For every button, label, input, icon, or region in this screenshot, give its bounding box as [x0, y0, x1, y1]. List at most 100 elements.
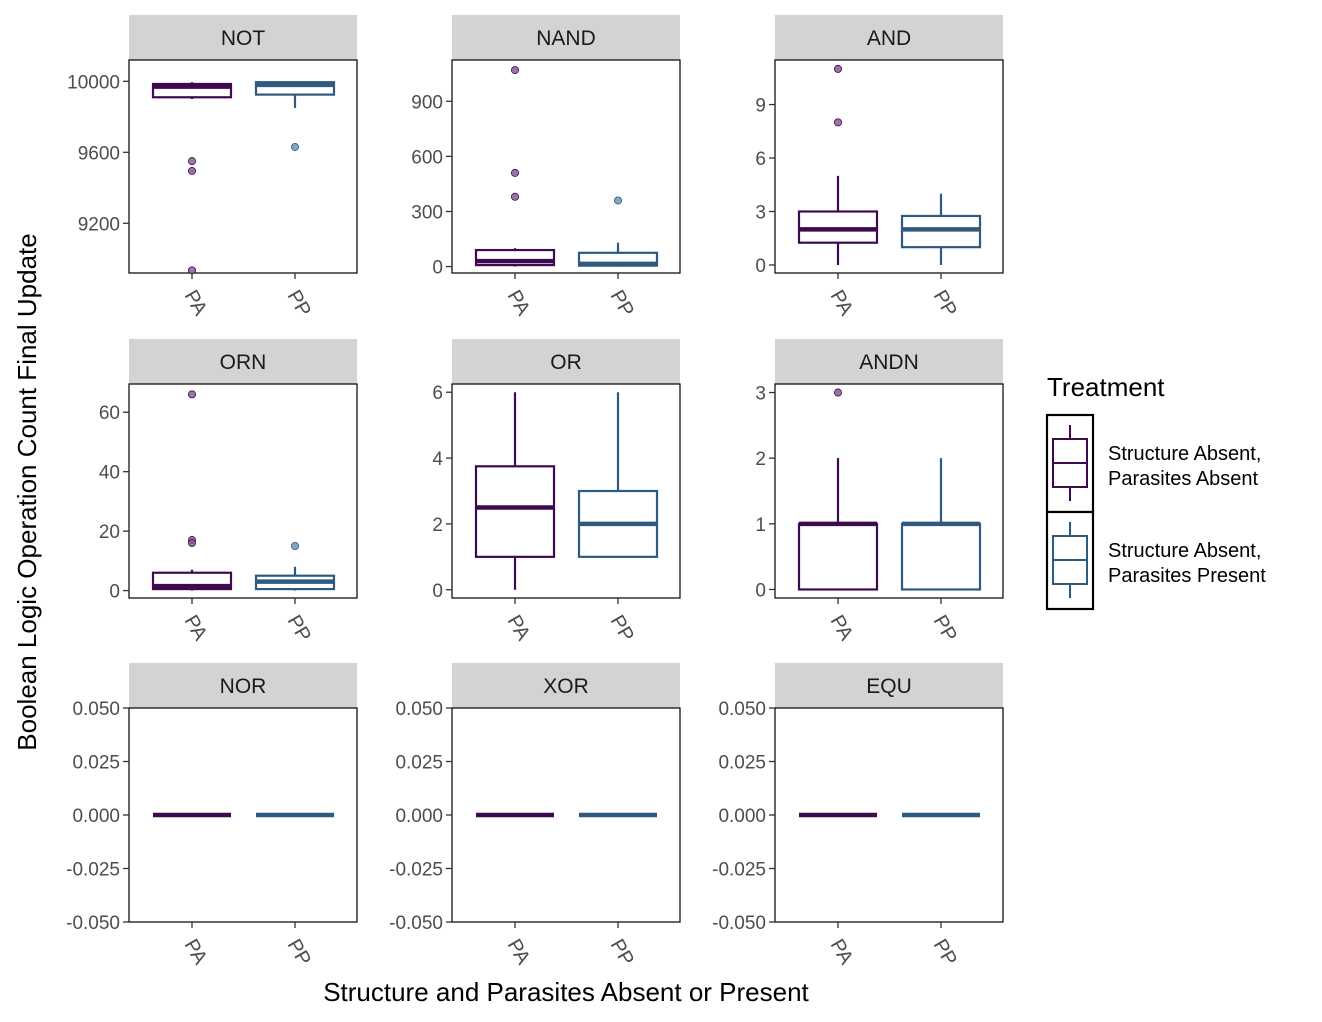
legend-entry-1-label-line1: Structure Absent, — [1108, 443, 1261, 465]
x-tick-label: PA — [180, 612, 212, 645]
y-tick-label: 0 — [755, 256, 766, 277]
outlier-point — [834, 118, 843, 127]
panel-title: ANDN — [859, 351, 919, 374]
panel-plot-area — [128, 59, 358, 274]
outlier-point — [510, 192, 519, 201]
panel-plot-area — [774, 59, 1004, 274]
y-tick-label: 300 — [411, 202, 443, 223]
legend-key-2 — [1045, 510, 1095, 611]
outlier-point — [187, 390, 196, 399]
y-tick-label: -0.050 — [712, 913, 766, 934]
panel-plot-area — [128, 383, 358, 599]
y-tick-label: -0.050 — [389, 913, 443, 934]
panel-and: AND 0 3 6 9 PA PP — [755, 15, 1004, 321]
y-tick-label: 0 — [432, 581, 443, 602]
outlier-point — [187, 539, 196, 548]
panel-nor: NOR -0.050 -0.025 0.000 0.025 0.050 PA PP — [66, 663, 358, 970]
panel-title: NOR — [220, 675, 267, 698]
panel-nand: NAND 0 300 600 900 PA PP — [411, 15, 681, 321]
panel-strip — [452, 663, 680, 708]
x-tick-label: PA — [503, 287, 535, 320]
panel-strip — [129, 15, 357, 60]
outlier-point — [290, 541, 299, 550]
panel-strip — [775, 663, 1003, 708]
y-tick-label: 3 — [755, 203, 766, 224]
x-tick-label: PP — [929, 612, 961, 646]
y-tick-label: 0.025 — [72, 753, 120, 774]
panel-title: NOT — [221, 27, 266, 50]
y-tick-label: 6 — [432, 383, 443, 404]
panel-not: NOT 9200 9600 10000 PA PP — [67, 15, 358, 321]
y-tick-label: 0.050 — [395, 699, 443, 720]
y-tick-label: 20 — [99, 522, 120, 543]
panel-strip — [452, 15, 680, 60]
box-iqr — [474, 465, 556, 558]
legend-entry-2-label-line2: Parasites Present — [1108, 565, 1266, 587]
box-iqr — [151, 82, 233, 99]
y-tick-label: 0.000 — [395, 806, 443, 827]
panel-strip — [452, 339, 680, 384]
legend-title: Treatment — [1047, 372, 1165, 402]
x-axis-title: Structure and Parasites Absent or Presen… — [323, 977, 809, 1007]
y-tick-label: 900 — [411, 92, 443, 113]
y-tick-label: 10000 — [67, 72, 120, 93]
y-tick-label: 40 — [99, 463, 120, 484]
y-tick-label: 2 — [432, 515, 443, 536]
x-tick-label: PP — [283, 287, 315, 321]
y-tick-label: 0 — [109, 582, 120, 603]
y-tick-label: 0.000 — [72, 806, 120, 827]
outlier-point — [834, 64, 843, 73]
panel-title: AND — [867, 27, 911, 50]
x-tick-label: PP — [283, 936, 315, 970]
y-tick-label: 0.025 — [718, 753, 766, 774]
panel-strip — [775, 15, 1003, 60]
outlier-point — [614, 196, 623, 205]
panel-title: ORN — [220, 351, 267, 374]
y-tick-label: 0 — [432, 258, 443, 279]
y-tick-label: 0.050 — [718, 699, 766, 720]
y-tick-label: 60 — [99, 403, 120, 424]
outlier-point — [187, 166, 196, 175]
panel-title: OR — [550, 351, 582, 374]
y-tick-label: -0.025 — [712, 860, 766, 881]
outlier-point — [187, 266, 196, 275]
x-tick-label: PP — [606, 612, 638, 646]
outlier-point — [834, 388, 843, 397]
x-tick-label: PP — [283, 612, 315, 646]
y-tick-label: 3 — [755, 384, 766, 405]
y-tick-label: 6 — [755, 149, 766, 170]
panel-strip — [129, 339, 357, 384]
legend: Treatment Structure Absent, Parasites Ab… — [1045, 372, 1266, 611]
x-tick-label: PA — [826, 936, 858, 969]
x-tick-label: PA — [503, 612, 535, 645]
outlier-point — [510, 66, 519, 75]
y-tick-label: 0.000 — [718, 806, 766, 827]
panel-strip — [129, 663, 357, 708]
box-iqr — [254, 81, 336, 96]
box-iqr — [151, 571, 233, 591]
y-tick-label: 4 — [432, 449, 443, 470]
y-tick-label: 600 — [411, 147, 443, 168]
x-tick-label: PP — [606, 936, 638, 970]
legend-entry-1-label-line2: Parasites Absent — [1108, 468, 1259, 490]
y-axis-title: Boolean Logic Operation Count Final Upda… — [12, 233, 42, 750]
panel-plot-area — [451, 59, 681, 274]
panel-plot-area — [774, 383, 1004, 599]
x-tick-label: PP — [929, 287, 961, 321]
panel-strip — [775, 339, 1003, 384]
y-tick-label: 0.025 — [395, 753, 443, 774]
legend-keys — [1045, 413, 1095, 611]
outlier-point — [510, 168, 519, 177]
y-tick-label: -0.050 — [66, 913, 120, 934]
x-tick-label: PA — [826, 612, 858, 645]
panel-andn: ANDN 0 1 2 3 PA PP — [755, 339, 1004, 646]
x-tick-label: PA — [180, 287, 212, 320]
panel-equ: EQU -0.050 -0.025 0.000 0.025 0.050 PA PP — [712, 663, 1004, 970]
x-tick-label: PA — [503, 936, 535, 969]
legend-entry-2-label-line1: Structure Absent, — [1108, 540, 1261, 562]
x-tick-label: PP — [606, 287, 638, 321]
legend-key-1 — [1045, 413, 1095, 514]
y-tick-label: 2 — [755, 449, 766, 470]
